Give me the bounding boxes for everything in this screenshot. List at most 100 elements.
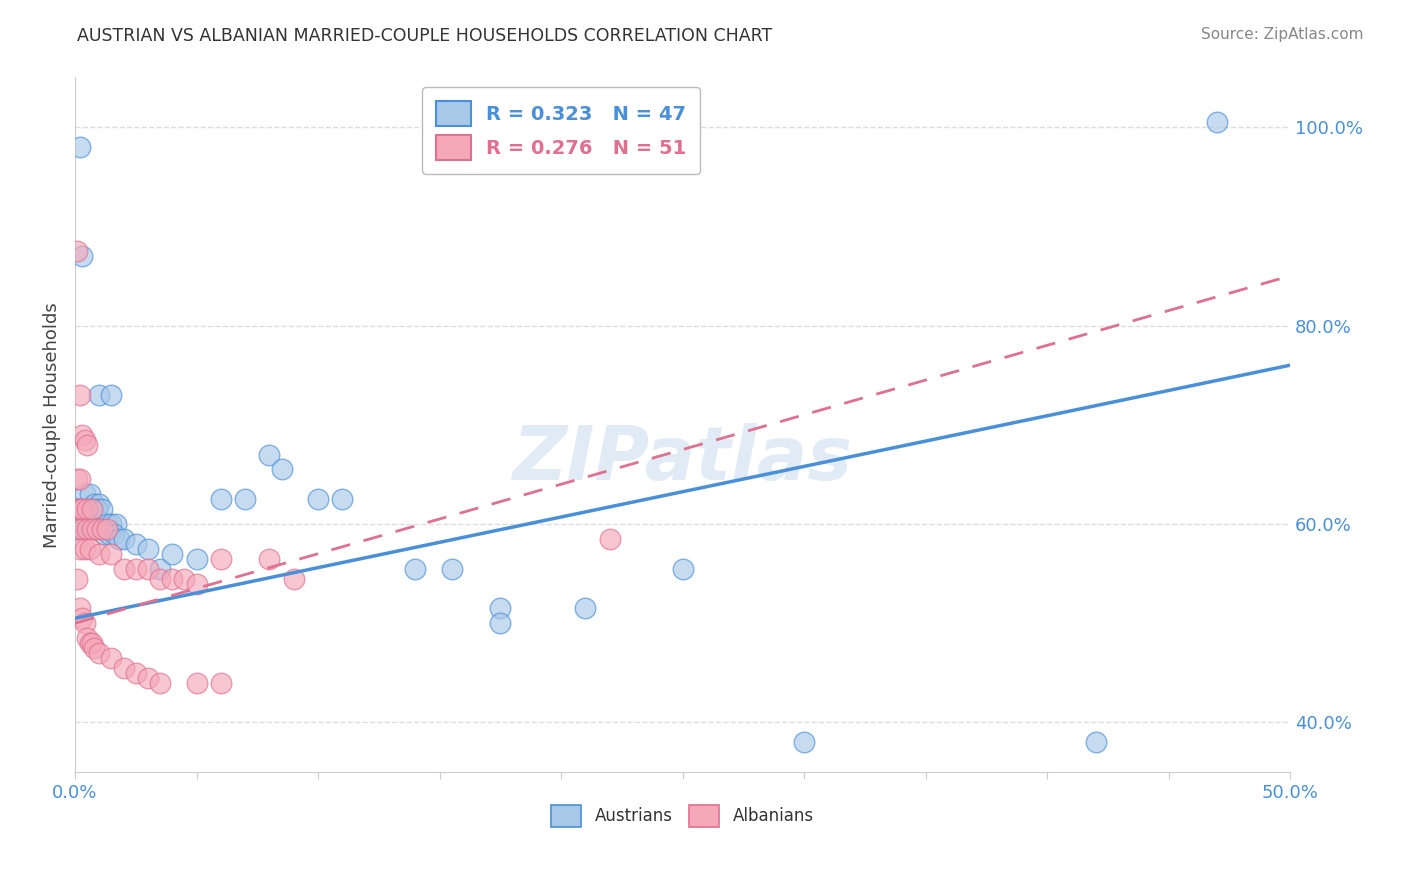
Point bbox=[66, 522, 89, 536]
Point bbox=[83, 640, 105, 655]
Point bbox=[186, 675, 208, 690]
Point bbox=[73, 616, 96, 631]
Point bbox=[83, 497, 105, 511]
Point bbox=[79, 636, 101, 650]
Point bbox=[72, 427, 94, 442]
Point bbox=[69, 502, 91, 516]
Point bbox=[83, 522, 105, 536]
Point bbox=[73, 487, 96, 501]
Point bbox=[72, 249, 94, 263]
Point bbox=[89, 547, 111, 561]
Point bbox=[307, 492, 329, 507]
Point bbox=[66, 572, 89, 586]
Point bbox=[1206, 115, 1229, 129]
Point bbox=[100, 388, 122, 402]
Point bbox=[270, 462, 292, 476]
Point bbox=[98, 527, 121, 541]
Point bbox=[149, 561, 172, 575]
Point bbox=[89, 388, 111, 402]
Point bbox=[107, 532, 129, 546]
Point bbox=[209, 492, 232, 507]
Point bbox=[80, 502, 103, 516]
Point bbox=[105, 516, 128, 531]
Point bbox=[72, 611, 94, 625]
Point bbox=[100, 547, 122, 561]
Point bbox=[136, 541, 159, 556]
Text: ZIPatlas: ZIPatlas bbox=[513, 423, 852, 496]
Point bbox=[259, 551, 281, 566]
Point bbox=[76, 437, 98, 451]
Point bbox=[160, 547, 183, 561]
Point bbox=[73, 541, 96, 556]
Point bbox=[283, 572, 305, 586]
Point bbox=[72, 502, 94, 516]
Point bbox=[69, 140, 91, 154]
Point bbox=[66, 502, 89, 516]
Point bbox=[96, 522, 118, 536]
Point bbox=[80, 636, 103, 650]
Point bbox=[79, 487, 101, 501]
Legend: Austrians, Albanians: Austrians, Albanians bbox=[544, 798, 821, 833]
Point bbox=[112, 661, 135, 675]
Point bbox=[66, 502, 89, 516]
Point bbox=[149, 675, 172, 690]
Point bbox=[80, 522, 103, 536]
Point bbox=[79, 541, 101, 556]
Point bbox=[69, 522, 91, 536]
Point bbox=[489, 616, 512, 631]
Point bbox=[73, 522, 96, 536]
Point bbox=[72, 522, 94, 536]
Point bbox=[112, 532, 135, 546]
Point bbox=[79, 522, 101, 536]
Point bbox=[86, 502, 108, 516]
Point bbox=[671, 561, 693, 575]
Point bbox=[259, 448, 281, 462]
Point bbox=[112, 561, 135, 575]
Point bbox=[149, 572, 172, 586]
Point bbox=[574, 601, 596, 615]
Point bbox=[125, 537, 148, 551]
Text: Source: ZipAtlas.com: Source: ZipAtlas.com bbox=[1201, 27, 1364, 42]
Point bbox=[69, 502, 91, 516]
Point bbox=[66, 244, 89, 258]
Point bbox=[489, 601, 512, 615]
Point bbox=[103, 527, 125, 541]
Point bbox=[209, 551, 232, 566]
Point bbox=[1084, 735, 1107, 749]
Point bbox=[90, 502, 112, 516]
Text: AUSTRIAN VS ALBANIAN MARRIED-COUPLE HOUSEHOLDS CORRELATION CHART: AUSTRIAN VS ALBANIAN MARRIED-COUPLE HOUS… bbox=[77, 27, 772, 45]
Point bbox=[69, 472, 91, 486]
Point bbox=[76, 502, 98, 516]
Point bbox=[793, 735, 815, 749]
Point bbox=[599, 532, 621, 546]
Point bbox=[330, 492, 353, 507]
Point bbox=[66, 472, 89, 486]
Point bbox=[69, 601, 91, 615]
Point bbox=[76, 522, 98, 536]
Point bbox=[100, 651, 122, 665]
Point bbox=[69, 541, 91, 556]
Point bbox=[90, 522, 112, 536]
Point bbox=[160, 572, 183, 586]
Point bbox=[73, 433, 96, 447]
Point bbox=[76, 631, 98, 645]
Point bbox=[76, 502, 98, 516]
Y-axis label: Married-couple Households: Married-couple Households bbox=[44, 301, 60, 548]
Point bbox=[173, 572, 195, 586]
Point bbox=[136, 671, 159, 685]
Point bbox=[186, 551, 208, 566]
Point bbox=[186, 576, 208, 591]
Point bbox=[404, 561, 426, 575]
Point bbox=[440, 561, 463, 575]
Point bbox=[125, 665, 148, 680]
Point bbox=[209, 675, 232, 690]
Point bbox=[93, 527, 115, 541]
Point bbox=[125, 561, 148, 575]
Point bbox=[96, 516, 118, 531]
Point bbox=[86, 522, 108, 536]
Point bbox=[72, 502, 94, 516]
Point bbox=[89, 646, 111, 660]
Point bbox=[136, 561, 159, 575]
Point bbox=[69, 388, 91, 402]
Point bbox=[89, 497, 111, 511]
